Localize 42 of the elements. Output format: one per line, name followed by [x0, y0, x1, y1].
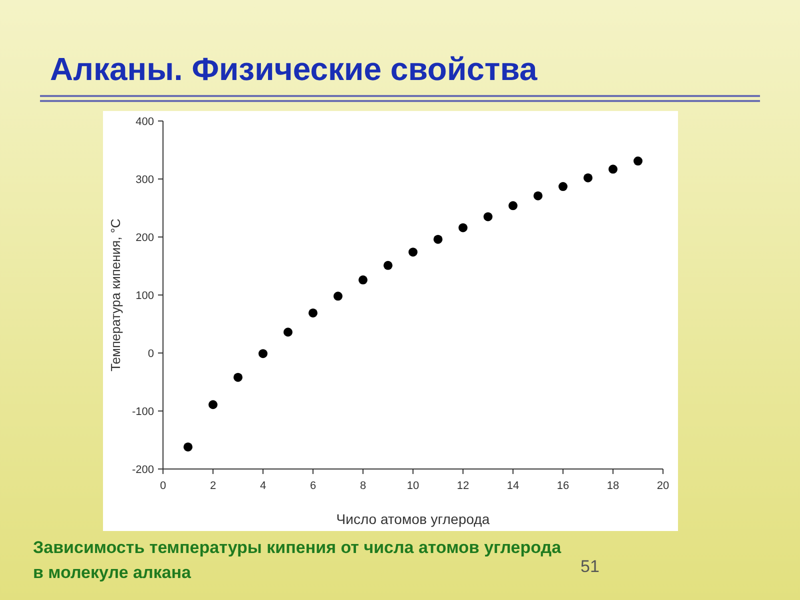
y-tick-label: -100 — [132, 406, 154, 418]
point — [458, 223, 468, 232]
chart-title: Алканы. Физические свойства — [50, 51, 538, 87]
point — [584, 173, 592, 182]
x-tick-label: 8 — [360, 480, 366, 492]
y-tick-label: 0 — [148, 348, 154, 360]
x-tick-label: 4 — [260, 480, 266, 492]
point — [534, 191, 542, 200]
point — [258, 349, 268, 358]
point — [308, 308, 318, 318]
point — [558, 182, 568, 192]
y-axis-title: Температура кипения, °С — [108, 218, 123, 372]
x-tick-label: 16 — [556, 480, 570, 492]
point — [334, 292, 342, 301]
y-tick-label: 100 — [136, 290, 154, 302]
point — [184, 442, 192, 452]
point — [208, 400, 218, 410]
point — [434, 234, 442, 244]
x-tick-label: 12 — [456, 480, 470, 492]
point — [608, 164, 618, 174]
point — [284, 328, 292, 337]
x-tick-label: 0 — [160, 480, 166, 492]
x-tick-label: 18 — [606, 480, 620, 492]
y-tick-label: 300 — [136, 174, 154, 186]
text: Зависимость температуры кипения от числа атомов углерода в молекуле алкана — [33, 538, 562, 582]
x-tick-label: 14 — [506, 480, 520, 492]
y-tick-label: 200 — [136, 232, 154, 244]
point — [408, 248, 418, 257]
x-tick-label: 2 — [210, 480, 216, 492]
point — [358, 275, 368, 284]
y-tick-label: -200 — [132, 464, 154, 476]
y-tick-label: 400 — [136, 116, 154, 128]
x-axis-title: Число атомов углерода — [336, 511, 490, 527]
x-tick-label: 6 — [310, 480, 316, 492]
text: 51 — [580, 557, 600, 576]
x-tick-label: 20 — [656, 480, 670, 492]
point — [484, 212, 492, 222]
point — [508, 201, 518, 210]
point — [384, 260, 392, 270]
point — [634, 156, 642, 166]
x-tick-label: 10 — [406, 480, 420, 492]
point — [234, 372, 242, 382]
